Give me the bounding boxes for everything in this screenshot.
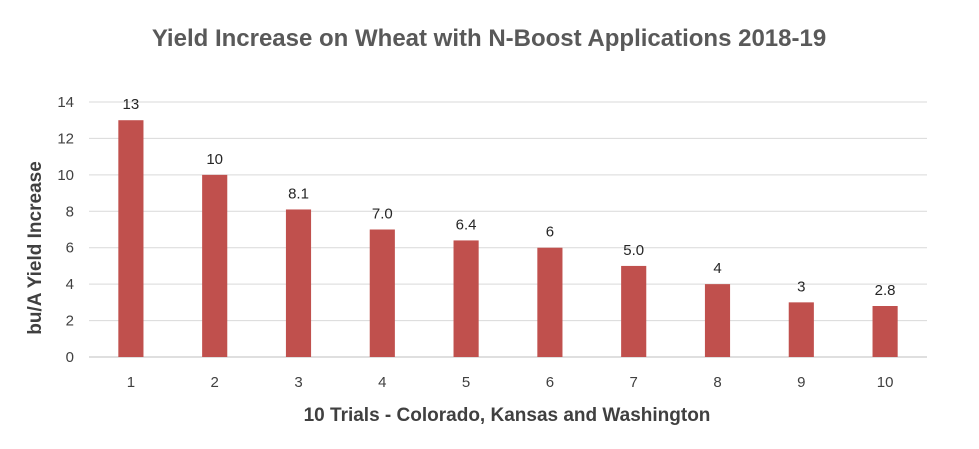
y-axis-title: bu/A Yield Increase <box>25 161 46 335</box>
bar <box>788 302 814 357</box>
data-labels: 13 10 8.1 7.0 6.4 6 5.0 4 3 2.8 <box>123 96 896 299</box>
x-axis-ticks: 1 2 3 4 5 6 7 8 9 10 <box>127 374 894 391</box>
data-label: 4 <box>713 260 721 277</box>
bar <box>202 174 228 357</box>
bar <box>704 284 731 357</box>
y-axis-ticks: 0 2 4 6 8 10 12 14 <box>57 94 74 366</box>
chart-title: Yield Increase on Wheat with N-Boost App… <box>152 25 826 52</box>
data-label: 8.1 <box>288 185 309 202</box>
data-label: 10 <box>206 151 223 168</box>
y-tick-label: 2 <box>66 313 74 330</box>
data-label: 13 <box>123 96 140 113</box>
x-tick-label: 7 <box>630 374 638 391</box>
y-tick-label: 4 <box>66 276 74 293</box>
x-tick-label: 3 <box>294 374 302 391</box>
x-tick-label: 5 <box>462 374 470 391</box>
x-tick-label: 4 <box>378 374 386 391</box>
data-label: 6 <box>546 224 554 241</box>
data-label: 2.8 <box>875 282 896 299</box>
x-tick-label: 6 <box>546 374 554 391</box>
bar <box>369 229 395 357</box>
y-tick-label: 14 <box>57 94 74 111</box>
x-tick-label: 9 <box>797 374 805 391</box>
bars <box>118 120 898 357</box>
bar <box>285 209 312 357</box>
y-tick-label: 12 <box>57 130 74 147</box>
bar <box>537 247 563 357</box>
bar <box>453 240 479 357</box>
data-label: 7.0 <box>372 206 393 223</box>
data-label: 6.4 <box>456 216 477 233</box>
bar <box>872 306 898 357</box>
gridlines <box>89 101 927 358</box>
y-tick-label: 0 <box>66 349 74 366</box>
data-label: 3 <box>797 278 805 295</box>
bar <box>118 120 144 357</box>
x-tick-label: 10 <box>877 374 894 391</box>
data-label: 5.0 <box>623 242 644 259</box>
x-tick-label: 8 <box>713 374 721 391</box>
y-tick-label: 10 <box>57 167 74 184</box>
x-tick-label: 2 <box>211 374 219 391</box>
y-tick-label: 6 <box>66 240 74 257</box>
y-tick-label: 8 <box>66 203 74 220</box>
bar <box>621 265 647 357</box>
x-axis-title: 10 Trials - Colorado, Kansas and Washing… <box>304 405 711 426</box>
x-tick-label: 1 <box>127 374 135 391</box>
